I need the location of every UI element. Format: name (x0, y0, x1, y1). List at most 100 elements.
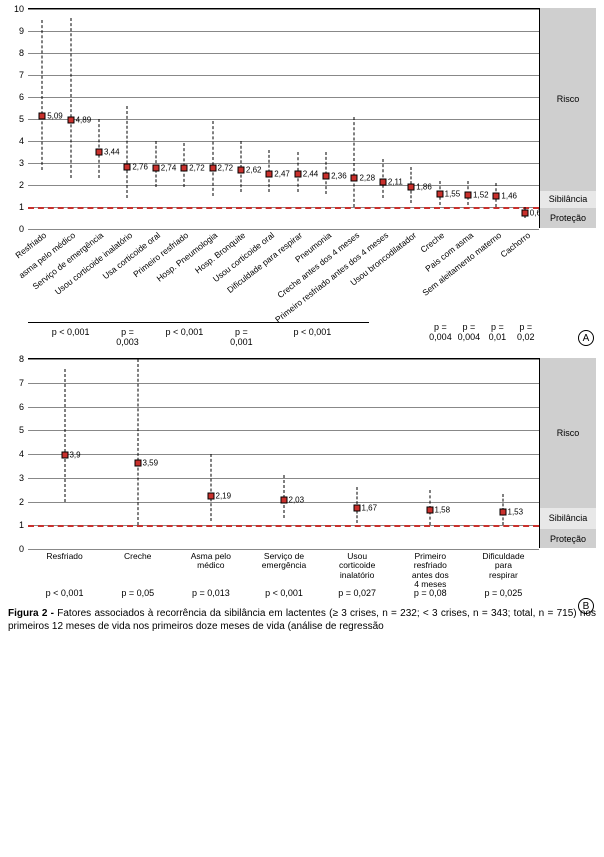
data-marker (207, 493, 214, 500)
pvalue-text: p = 0,025 (485, 588, 523, 598)
pvalue-segment: p = 0,01 (483, 322, 511, 342)
error-bar (137, 359, 138, 525)
pvalue-text: p < 0,001 (265, 588, 303, 598)
error-bar (64, 369, 65, 502)
value-label: 2,47 (274, 169, 290, 178)
ytick-label: 8 (10, 48, 24, 58)
pvalue-text: p = 0,004 (426, 322, 454, 342)
xaxis-b: ResfriadoCrecheAsma pelomédicoServiço de… (28, 548, 540, 588)
xaxis-label: Primeiroresfriadoantes dos4 meses (412, 552, 449, 589)
pvalue-text: p = 0,05 (121, 588, 154, 598)
panel-badge-a-label: A (583, 333, 590, 344)
pvalue-segment: p < 0,001 (142, 322, 227, 337)
pvalue-text: p = 0,001 (227, 327, 255, 347)
ytick-label: 2 (10, 497, 24, 507)
chart-a: 0123456789105,094,893,442,762,742,722,72… (8, 8, 596, 344)
value-label: 3,44 (104, 148, 120, 157)
pvalue-bar (256, 322, 370, 325)
value-label: 1,67 (362, 504, 378, 513)
ytick-label: 2 (10, 180, 24, 190)
gridline (28, 163, 539, 164)
pvalue-text: p = 0,08 (414, 588, 447, 598)
value-label: 1,53 (508, 507, 524, 516)
pvalue-text: p = 0,004 (455, 322, 483, 342)
sideband-b: RiscoSibilânciaProteção (540, 358, 596, 548)
ytick-label: 3 (10, 158, 24, 168)
value-label: 3,9 (69, 451, 80, 460)
pvalue-text: p < 0,001 (142, 327, 227, 337)
ytick-label: 0 (10, 544, 24, 554)
plot-area-b: 0123456783,93,592,192,031,671,581,53 (28, 358, 540, 548)
sideband-segment: Risco (540, 8, 596, 191)
value-label: 2,03 (289, 495, 305, 504)
data-marker (61, 452, 68, 459)
figure-caption: Figura 2 - Fatores associados à recorrên… (8, 608, 596, 633)
gridline (28, 430, 539, 431)
data-marker (499, 508, 506, 515)
data-marker (266, 170, 273, 177)
gridline (28, 359, 539, 360)
gridline (28, 31, 539, 32)
value-label: 1,58 (435, 506, 451, 515)
pvalue-segment: p = 0,001 (227, 322, 255, 347)
data-marker (134, 459, 141, 466)
gridline (28, 454, 539, 455)
pvalue-segment: p = 0,004 (426, 322, 454, 342)
pvalue-text: p = 0,01 (483, 322, 511, 342)
value-label: 2,74 (161, 163, 177, 172)
sideband-segment: Risco (540, 358, 596, 508)
data-marker (95, 149, 102, 156)
ytick-label: 9 (10, 26, 24, 36)
gridline (28, 97, 539, 98)
xaxis-label: Serviço deemergência (262, 552, 306, 571)
gridline (28, 9, 539, 10)
ytick-label: 7 (10, 70, 24, 80)
value-label: 2,36 (331, 172, 347, 181)
xaxis-a: Resfriadoasma pelo médicoServiço de emer… (28, 228, 540, 322)
xaxis-label: Asma pelomédico (191, 552, 231, 571)
data-marker (181, 165, 188, 172)
value-label: 4,89 (76, 116, 92, 125)
data-marker (353, 505, 360, 512)
pvalue-text: p = 0,003 (113, 327, 141, 347)
gridline (28, 407, 539, 408)
data-marker (379, 178, 386, 185)
ytick-label: 5 (10, 114, 24, 124)
gridline (28, 383, 539, 384)
data-marker (351, 174, 358, 181)
pvalue-segment: p = 0,003 (113, 322, 141, 347)
value-label: 5,09 (47, 112, 63, 121)
pvalue-segment: p < 0,001 (256, 322, 370, 337)
panel-badge-a: A (578, 330, 594, 346)
value-label: 2,19 (216, 492, 232, 501)
ytick-label: 6 (10, 402, 24, 412)
ytick-label: 4 (10, 449, 24, 459)
gridline (28, 75, 539, 76)
sideband-segment: Proteção (540, 529, 596, 548)
pvalue-segment: p < 0,001 (28, 322, 113, 337)
panel-badge-b-label: B (583, 601, 590, 612)
data-marker (294, 171, 301, 178)
xaxis-label: Resfriado (46, 552, 82, 561)
ytick-label: 7 (10, 378, 24, 388)
caption-lead: Figura 2 - (8, 608, 57, 619)
value-label: 3,59 (143, 458, 159, 467)
data-marker (323, 173, 330, 180)
ytick-label: 1 (10, 520, 24, 530)
pvalues-a: p < 0,001p = 0,003p < 0,001p = 0,001p < … (28, 322, 540, 344)
data-marker (39, 113, 46, 120)
ytick-label: 5 (10, 425, 24, 435)
data-marker (209, 165, 216, 172)
caption-body: Fatores associados à recorrência da sibi… (8, 608, 596, 632)
ytick-label: 8 (10, 354, 24, 364)
reference-line (28, 525, 539, 527)
ytick-label: 6 (10, 92, 24, 102)
pvalue-bar (227, 322, 255, 325)
pvalue-text: p = 0,027 (338, 588, 376, 598)
pvalue-text: p < 0,001 (46, 588, 84, 598)
ytick-label: 4 (10, 136, 24, 146)
pvalue-text: p < 0,001 (256, 327, 370, 337)
gridline (28, 119, 539, 120)
value-label: 2,76 (132, 163, 148, 172)
value-label: 2,62 (246, 166, 262, 175)
